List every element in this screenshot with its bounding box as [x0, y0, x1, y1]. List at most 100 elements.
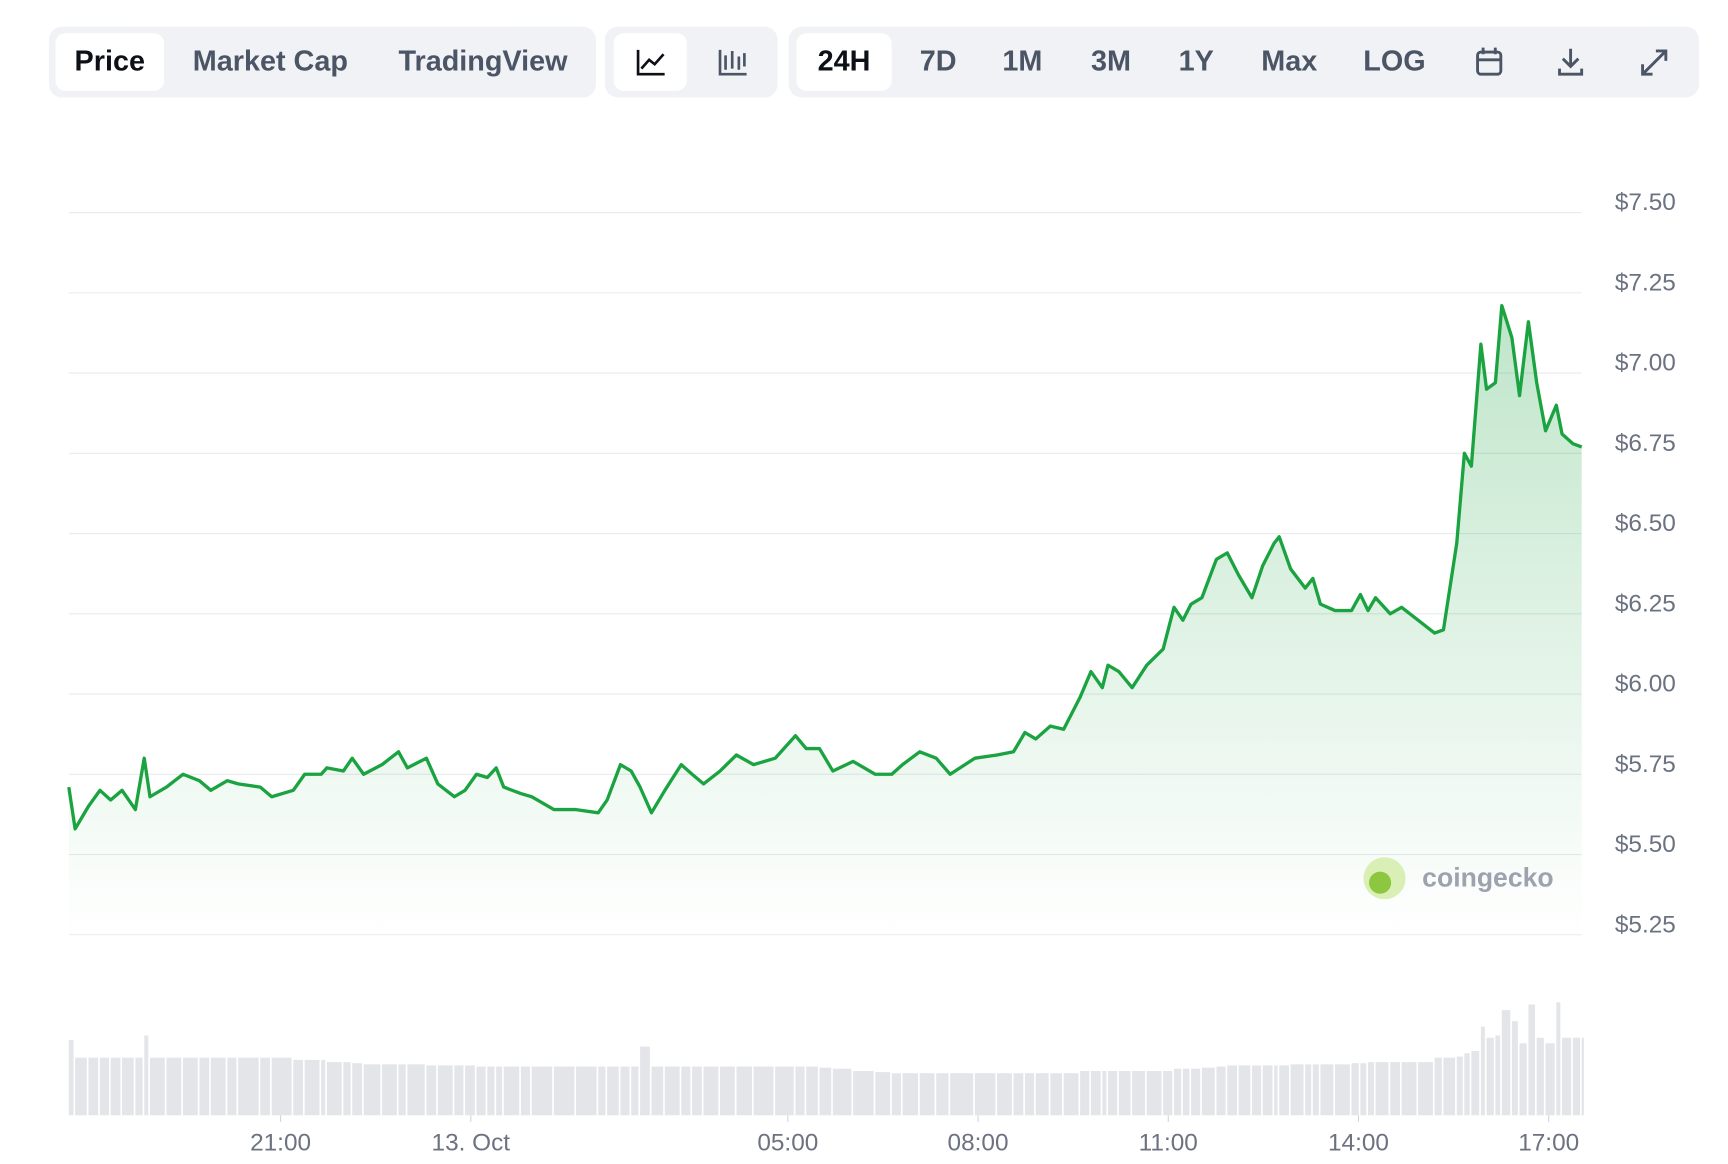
volume-bar [598, 1066, 606, 1116]
view-tab[interactable]: Market Cap [193, 46, 348, 78]
volume-bar [1545, 1043, 1555, 1116]
range-tab[interactable]: 3M [1091, 46, 1131, 78]
volume-bar [182, 1057, 198, 1116]
volume-bar [681, 1066, 691, 1116]
volume-bar [110, 1057, 121, 1116]
volume-bar [936, 1073, 949, 1116]
range-tab[interactable]: LOG [1363, 46, 1425, 78]
volume-bar [1335, 1064, 1350, 1116]
volume-bar [487, 1066, 495, 1116]
volume-bar [382, 1064, 397, 1116]
volume-bar [1090, 1070, 1101, 1116]
volume-bar [753, 1066, 774, 1116]
y-tick-label: $5.25 [1615, 911, 1676, 938]
volume-bar [199, 1057, 210, 1116]
volume-bar [1375, 1062, 1389, 1116]
range-tab[interactable]: 1M [1002, 46, 1042, 78]
volume-bar [1262, 1065, 1273, 1116]
active-tab [796, 33, 892, 91]
volume-bar [1351, 1063, 1359, 1116]
price-area [68, 305, 1582, 935]
line-icon[interactable] [636, 49, 665, 76]
volume-bar [640, 1046, 650, 1116]
volume-bar [806, 1066, 818, 1116]
volume-bar [1528, 1004, 1535, 1116]
volume-bar [1173, 1068, 1182, 1116]
view-tab[interactable]: TradingView [399, 46, 569, 78]
volume-bar [407, 1064, 425, 1116]
range-tab[interactable]: Max [1261, 46, 1317, 78]
volume-bar [553, 1066, 575, 1116]
volume-bar [363, 1064, 381, 1116]
calendar-icon[interactable] [1476, 47, 1503, 76]
range-tab[interactable]: 7D [920, 46, 957, 78]
y-tick-label: $5.50 [1615, 831, 1676, 858]
x-tick-label: 11:00 [1139, 1130, 1198, 1157]
volume-bar [520, 1066, 531, 1116]
volume-bar [1501, 1010, 1511, 1116]
volume-bar [293, 1059, 304, 1116]
volume-bar [719, 1066, 735, 1116]
volume-bar [1305, 1064, 1312, 1116]
volume-bar [1118, 1070, 1131, 1116]
y-tick-label: $6.50 [1615, 510, 1676, 537]
volume-bar [1290, 1064, 1304, 1116]
volume-bar [795, 1066, 805, 1116]
y-tick-label: $5.75 [1615, 751, 1676, 778]
volume-bar [1146, 1070, 1162, 1116]
volume-bar [99, 1057, 109, 1116]
volume-bar [902, 1073, 919, 1116]
volume-bar [1191, 1068, 1201, 1116]
plot: $7.50 $7.25 $7.00 $6.75 $6.50 $6.25 $6.00 $5.75… [67, 189, 1676, 1157]
volume-bar [1511, 1021, 1518, 1116]
volume-bar [1274, 1065, 1278, 1116]
range-tab[interactable]: 1Y [1179, 46, 1214, 78]
view-tab[interactable]: Price [75, 46, 145, 78]
volume-bar [1050, 1073, 1062, 1116]
volume-bar [607, 1066, 619, 1116]
volume-bar [426, 1065, 437, 1116]
expand-icon[interactable] [1641, 49, 1668, 76]
volume-bar [875, 1072, 891, 1116]
volume-bar [1063, 1073, 1079, 1116]
volume-bar [974, 1073, 996, 1116]
volume-bar [343, 1062, 351, 1116]
volume-bar [651, 1066, 664, 1116]
volume-bar [1201, 1067, 1215, 1116]
download-icon[interactable] [1558, 48, 1584, 76]
y-tick-label: $7.50 [1615, 189, 1676, 216]
volume-bar [1320, 1064, 1334, 1116]
volume-bar [1013, 1073, 1024, 1116]
volume-bar [1251, 1065, 1262, 1116]
volume-bar [1434, 1057, 1442, 1116]
logo-head [1369, 871, 1392, 894]
volume-bar [260, 1057, 271, 1116]
volume-bar [664, 1066, 680, 1116]
volume-bar [891, 1073, 901, 1116]
volume-bar [1486, 1037, 1494, 1116]
volume-bar [1108, 1070, 1118, 1116]
volume-bar [271, 1057, 292, 1116]
volume-bar [88, 1057, 99, 1116]
range-tab[interactable]: 24H [818, 46, 871, 78]
candle-icon[interactable] [718, 49, 747, 76]
volume-bar [1279, 1065, 1289, 1116]
volume-bar [736, 1066, 752, 1116]
volume-bar [1401, 1062, 1417, 1116]
volume-bar [1536, 1037, 1544, 1116]
volume-bar [68, 1039, 74, 1116]
toolbar: Price Market Cap TradingView 24H 7D 1M 3… [48, 26, 1700, 98]
watermark: coingecko [1363, 857, 1554, 900]
volume-bar [1495, 1035, 1501, 1116]
volume-bar [149, 1057, 165, 1116]
volume-bar [1443, 1057, 1456, 1116]
volume-bar [531, 1066, 553, 1116]
volume-bar [703, 1066, 719, 1116]
volume-bar [692, 1066, 702, 1116]
volume-bar [853, 1070, 874, 1116]
x-tick-label: 13. Oct [432, 1130, 511, 1157]
active-tab [55, 33, 165, 91]
volume-bar [75, 1057, 87, 1116]
volume-bar [1480, 1026, 1485, 1116]
